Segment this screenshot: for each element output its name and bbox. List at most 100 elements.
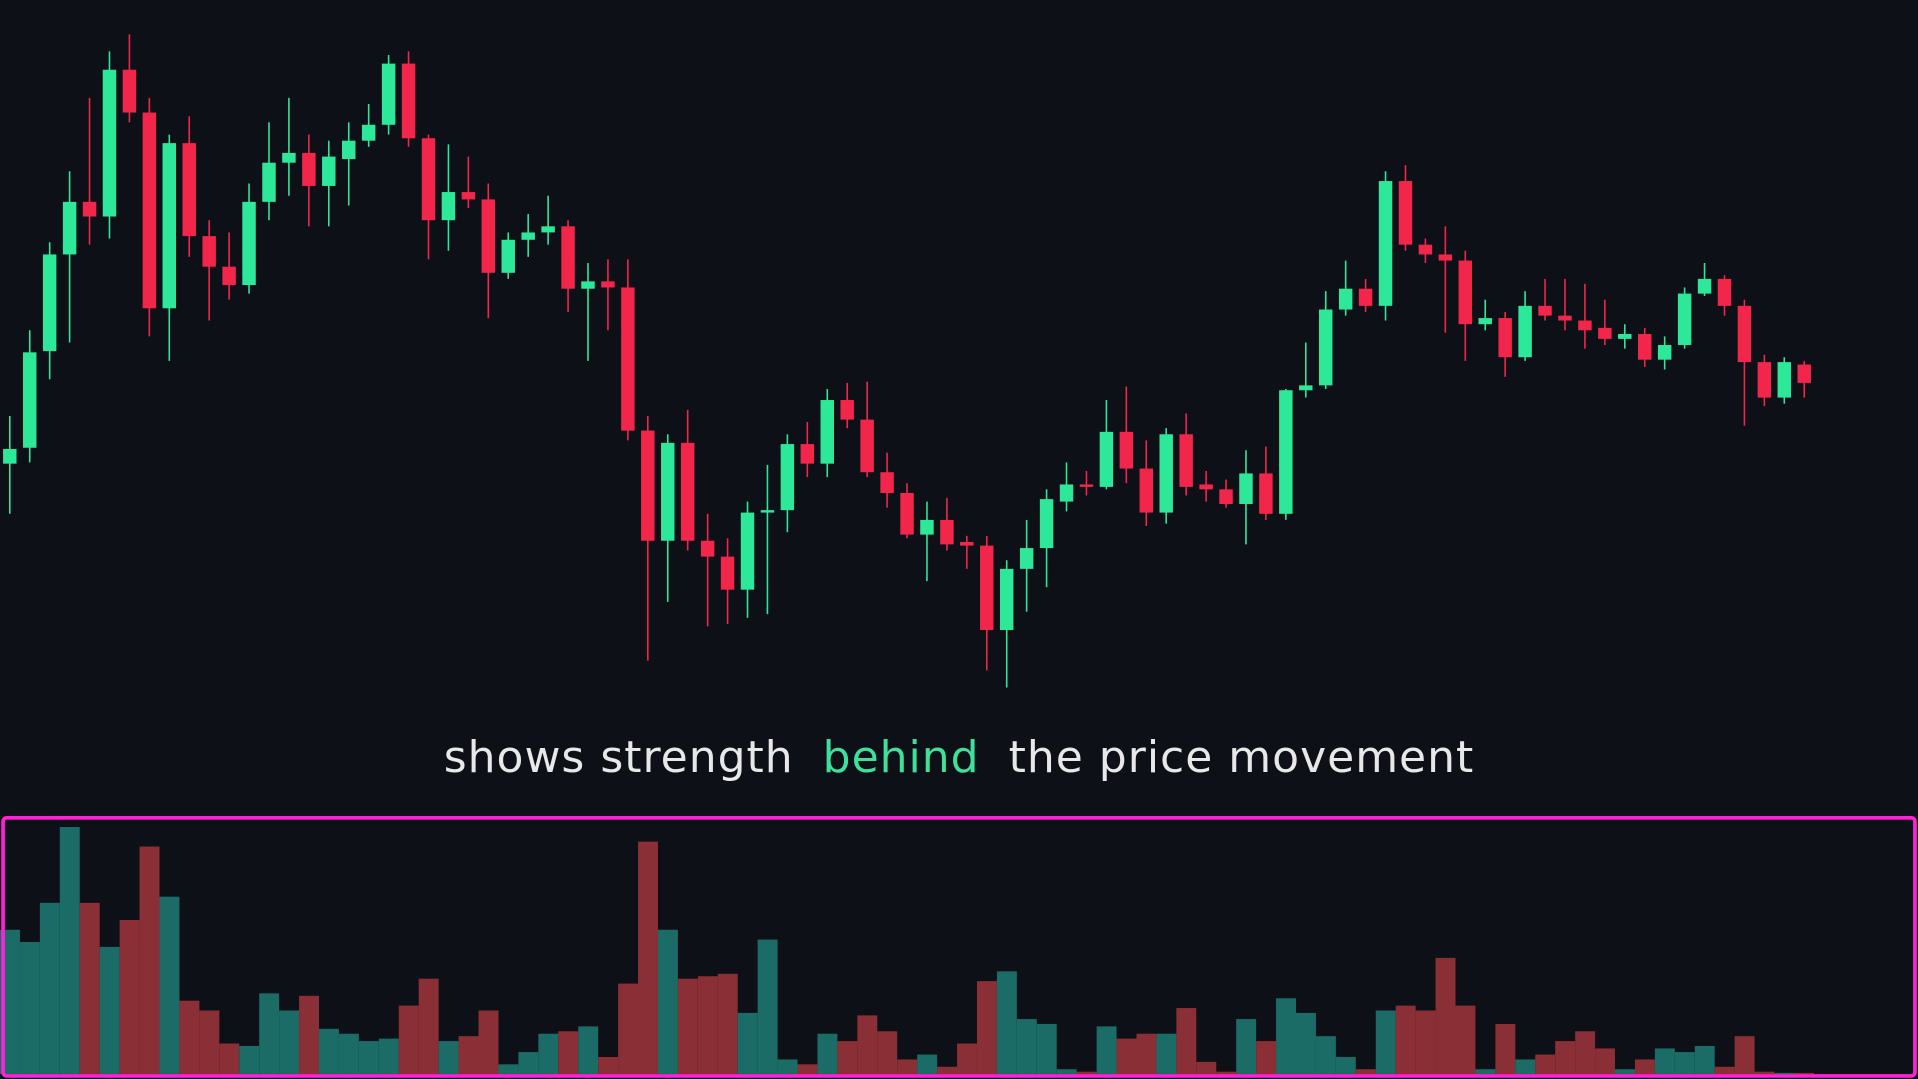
volume-bar (1276, 998, 1296, 1075)
candle-body (1139, 468, 1154, 513)
candle-body (1119, 431, 1134, 469)
candle-body (222, 266, 236, 286)
candle-body (3, 448, 17, 464)
candle-body (561, 226, 575, 289)
candle-body (1657, 344, 1672, 360)
candle-body (62, 201, 77, 255)
candle-body (481, 199, 496, 273)
candle-body (1039, 499, 1054, 549)
volume-bar (319, 1028, 339, 1075)
volume-bar (538, 1033, 559, 1075)
volume-bar (279, 1010, 300, 1075)
volume-bar (1196, 1061, 1217, 1075)
volume-bar (1116, 1038, 1137, 1075)
candle-body (680, 442, 695, 541)
caption-text: the price movement (1008, 732, 1475, 783)
candle-body (1279, 390, 1293, 514)
volume-bar (458, 1036, 479, 1075)
candle-body (361, 124, 376, 141)
candle-body (780, 444, 795, 511)
caption-text: shows strength (443, 732, 794, 783)
candle-body (760, 510, 775, 513)
candle-body (900, 493, 914, 535)
volume-bar (817, 1033, 838, 1075)
volume-bar (1335, 1056, 1356, 1075)
volume-bar (398, 1005, 419, 1075)
candle-body (601, 281, 615, 288)
candle-body (421, 138, 436, 221)
candle-body (1598, 327, 1612, 339)
volume-bar (1176, 1008, 1197, 1075)
candle-body (122, 69, 137, 113)
volume-bar (1036, 1023, 1057, 1075)
candle-body (1697, 278, 1712, 294)
volume-bar (1295, 1012, 1316, 1075)
volume-bar (59, 826, 80, 1075)
candle-body (1498, 318, 1512, 358)
candle-body (441, 192, 456, 221)
candle-body (1618, 333, 1632, 339)
volume-bar (99, 946, 120, 1075)
volume-bar (638, 841, 658, 1075)
volume-bar (378, 1038, 399, 1075)
candle-body (1179, 434, 1193, 487)
candle-body (1558, 315, 1572, 321)
candle-body (1299, 385, 1313, 391)
volume-bar (478, 1010, 499, 1075)
volume-bar (1515, 1059, 1536, 1075)
candle-body (282, 152, 296, 163)
volume-bar (837, 1041, 858, 1075)
candle-body (1458, 260, 1473, 325)
candle-body (182, 143, 196, 237)
volume-bar (0, 929, 20, 1075)
candle-body (800, 444, 815, 464)
candle-body (840, 400, 854, 420)
candle-body (720, 556, 735, 590)
volume-bar (1734, 1036, 1755, 1075)
volume-bar (558, 1031, 579, 1075)
candle-body (202, 236, 216, 267)
volume-bar (498, 1064, 519, 1075)
volume-bar (1236, 1019, 1257, 1075)
volume-bar (79, 902, 100, 1075)
candle-body (102, 69, 117, 217)
volume-bar (578, 1026, 599, 1075)
volume-bar (976, 981, 997, 1075)
candle-body (641, 430, 655, 541)
volume-bar (1634, 1059, 1655, 1075)
candle-body (1478, 318, 1492, 325)
volume-bar (1156, 1033, 1177, 1075)
candle-body (1757, 362, 1772, 398)
candle-body (1099, 431, 1114, 487)
candle-body (920, 519, 934, 535)
candle-body (880, 472, 894, 494)
volume-bar (39, 902, 60, 1075)
volume-bar (219, 1043, 240, 1075)
candle-body (142, 112, 157, 309)
candle-body (860, 419, 874, 473)
candle-body (581, 281, 595, 289)
volume-bar (518, 1052, 539, 1075)
volume-bar (598, 1056, 619, 1075)
candle-body (1538, 305, 1552, 316)
candle-body (22, 352, 37, 448)
volume-bar (1615, 1069, 1635, 1075)
candle-body (521, 232, 535, 240)
volume-bar (1415, 1010, 1436, 1075)
candle-body (342, 140, 356, 160)
volume-bar (1495, 1023, 1516, 1075)
volume-bar (119, 919, 140, 1075)
volume-bar (1076, 1071, 1097, 1075)
candle-body (1199, 484, 1213, 490)
candle-body (700, 540, 715, 557)
candle-body (960, 541, 974, 546)
volume-bar (358, 1041, 379, 1075)
volume-bar (757, 939, 778, 1075)
volume-bar (1575, 1031, 1596, 1075)
candle-body (541, 226, 555, 233)
volume-bar (897, 1059, 918, 1075)
volume-bar (1694, 1045, 1715, 1075)
volume-bar (937, 1066, 958, 1075)
candle-body (980, 545, 994, 631)
